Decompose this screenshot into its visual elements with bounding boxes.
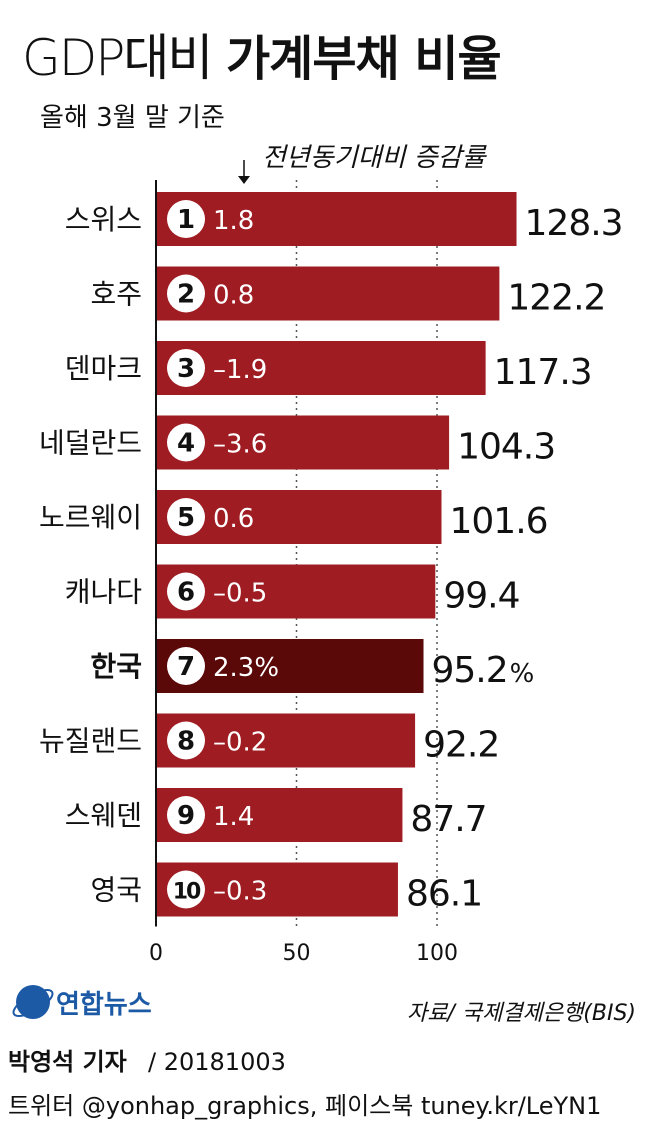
annotation-arrow-head xyxy=(238,176,250,184)
rank-number: 3 xyxy=(177,354,195,384)
chart-subtitle: 올해 3월 말 기준 xyxy=(40,103,225,133)
change-label: –0.3 xyxy=(213,877,267,907)
rank-number: 5 xyxy=(177,503,195,533)
value-label: 92.2 xyxy=(423,725,499,766)
category-label: 스위스 xyxy=(65,203,142,236)
footer-credit: 트위터 @yonhap_graphics, 페이스북 tuney.kr/LeYN… xyxy=(8,1092,601,1120)
change-label: –0.2 xyxy=(213,728,267,758)
change-label: 0.8 xyxy=(213,281,254,311)
rank-number: 10 xyxy=(173,880,201,905)
rank-badge xyxy=(167,721,205,760)
value-label: 122.2 xyxy=(507,278,605,319)
rank-badge xyxy=(167,349,205,387)
value-label: 95.2 xyxy=(432,650,508,691)
x-axis: 0 50 100 xyxy=(149,180,458,966)
value-label: 104.3 xyxy=(457,427,555,468)
x-tick-label: 0 xyxy=(149,941,163,966)
rank-badge xyxy=(167,647,205,685)
rank-badge xyxy=(167,274,205,313)
date-label: / 20181003 xyxy=(148,1048,286,1076)
value-label: 86.1 xyxy=(406,874,482,915)
logo-text: 연합뉴스 xyxy=(56,990,152,1020)
value-label: 117.3 xyxy=(494,352,592,393)
annotation-label: 전년동기대비 증감률 xyxy=(262,143,488,173)
bar xyxy=(156,266,500,321)
rank-badge xyxy=(167,796,205,834)
bar xyxy=(156,341,486,395)
byline: 박영석 기자 xyxy=(8,1048,127,1076)
category-label: 스웨덴 xyxy=(65,799,142,832)
rank-number: 7 xyxy=(177,652,195,682)
rank-number: 9 xyxy=(177,801,195,831)
rank-number: 2 xyxy=(177,280,195,310)
bar xyxy=(156,192,517,246)
change-label: 0.6 xyxy=(213,504,254,534)
value-label: 99.4 xyxy=(443,576,519,617)
category-label: 뉴질랜드 xyxy=(39,725,142,758)
value-label: 101.6 xyxy=(449,501,547,542)
x-tick-label: 100 xyxy=(416,941,458,966)
rank-badge xyxy=(167,423,205,462)
category-label: 호주 xyxy=(90,278,142,311)
bars: 스위스 1 1.8 128.3 호주 2 0.8 122.2 덴마크 3 –1.9 117.3 네덜란드… xyxy=(39,192,624,917)
rank-number: 6 xyxy=(177,578,195,608)
value-unit: % xyxy=(510,659,535,689)
gridlines xyxy=(295,180,438,927)
rank-number: 8 xyxy=(177,727,195,757)
rank-badge xyxy=(167,572,205,611)
category-label: 한국 xyxy=(90,650,142,683)
x-tick-label: 50 xyxy=(283,941,311,966)
category-label: 네덜란드 xyxy=(39,427,142,460)
category-label: 노르웨이 xyxy=(39,501,142,534)
rank-badge xyxy=(167,870,205,909)
yonhap-logo: 연합뉴스 xyxy=(12,985,152,1020)
category-label: 영국 xyxy=(90,874,142,907)
rank-number: 4 xyxy=(177,429,195,459)
value-label: 87.7 xyxy=(410,799,486,840)
yonhap-logo-icon xyxy=(16,985,50,1019)
value-label: 128.3 xyxy=(525,203,623,244)
rank-number: 1 xyxy=(177,205,195,235)
logo-orbit-icon xyxy=(12,989,54,1017)
change-label: 1.8 xyxy=(213,206,254,236)
category-label: 덴마크 xyxy=(65,352,142,385)
chart-title-light: GDP대비 xyxy=(22,29,211,87)
change-label: –3.6 xyxy=(213,430,267,460)
source-label: 자료/ 국제결제은행(BIS) xyxy=(407,1001,636,1026)
rank-badge xyxy=(167,498,205,536)
change-label: –1.9 xyxy=(213,355,267,385)
change-label: 2.3% xyxy=(213,653,279,683)
rank-badge xyxy=(167,200,205,238)
change-label: 1.4 xyxy=(213,802,254,832)
change-label: –0.5 xyxy=(213,579,267,609)
chart-title-bold: 가계부채 비율 xyxy=(226,31,501,87)
category-label: 캐나다 xyxy=(65,576,142,609)
